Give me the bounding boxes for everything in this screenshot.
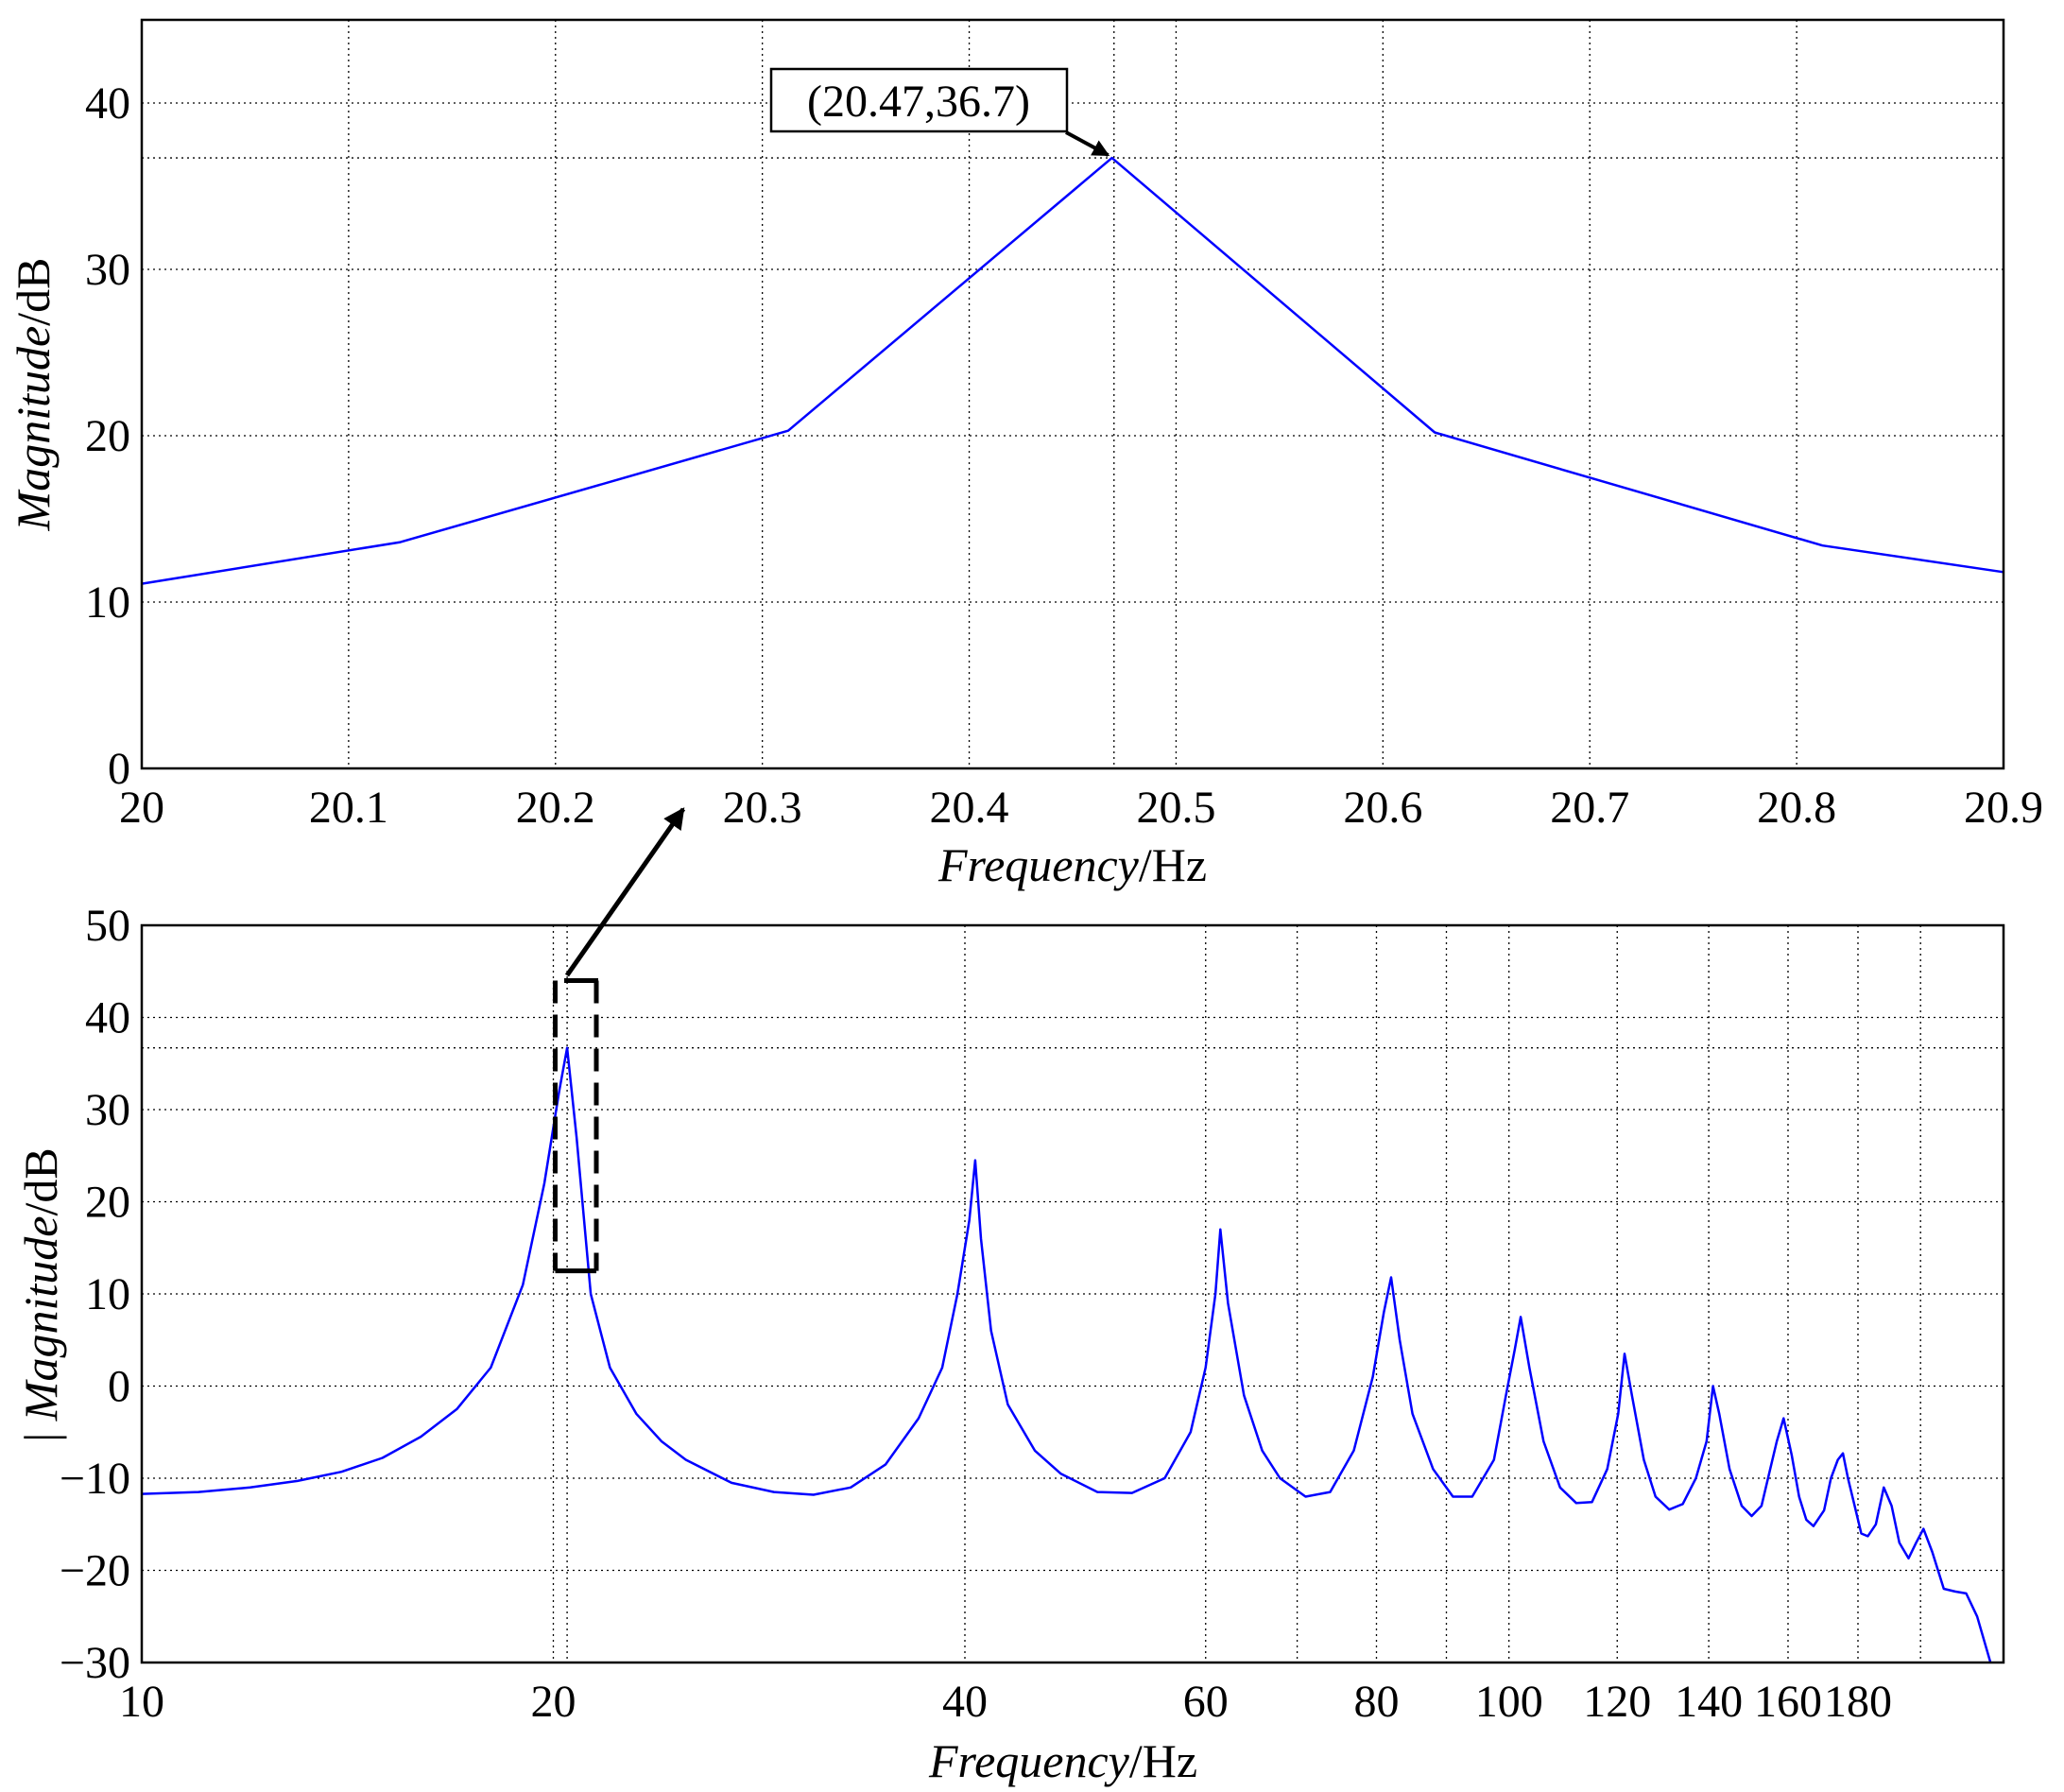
bottom-axes-box	[140, 923, 2005, 1664]
bottom-y-tick-labels: −30 −20 −10 0 10 20 30 40 50	[60, 901, 130, 1688]
x-tick-label: 20.6	[1343, 783, 1422, 833]
x-tick-label: 40	[942, 1677, 988, 1727]
y-tick-label: 40	[85, 78, 130, 129]
y-tick-label: 10	[85, 1269, 130, 1319]
y-tick-label: 30	[85, 1085, 130, 1135]
y-tick-label: 50	[85, 901, 130, 951]
top-y-tick-labels: 0 10 20 30 40	[85, 78, 130, 794]
x-tick-label: 20.7	[1550, 783, 1629, 833]
x-tick-label: 20	[119, 783, 164, 833]
y-tick-label: −10	[60, 1454, 130, 1504]
x-tick-label: 20	[530, 1677, 576, 1727]
peak-annotation-box	[769, 67, 1069, 133]
bottom-chart: 10 20 40 60 80 100 120 140 160 180 −30 −20 −10 0 10 20…	[14, 901, 2005, 1787]
peak-annotation-text: (20.47,36.7)	[807, 77, 1030, 127]
x-tick-label: 10	[119, 1677, 164, 1727]
x-tick-label: 20.9	[1964, 783, 2043, 833]
bottom-x-axis-label: Frequency/Hz	[928, 1734, 1197, 1787]
x-tick-label: 100	[1475, 1677, 1543, 1727]
x-tick-label: 140	[1675, 1677, 1743, 1727]
y-tick-label: 20	[85, 411, 130, 461]
series-line	[141, 156, 2004, 585]
series-line	[142, 1046, 1993, 1663]
x-tick-label: 20.8	[1757, 783, 1836, 833]
x-tick-label: 20.4	[930, 783, 1009, 833]
y-tick-label: 30	[85, 245, 130, 295]
y-tick-label: −20	[60, 1546, 130, 1596]
y-tick-label: 40	[85, 993, 130, 1043]
zoom-box	[552, 978, 599, 1274]
bottom-x-tick-labels: 10 20 40 60 80 100 120 140 160 180	[119, 1677, 1892, 1727]
peak-annotation-arrow	[1065, 130, 1110, 157]
peak-annotation: (20.47,36.7)	[769, 67, 1110, 157]
zoom-arrow	[564, 807, 686, 977]
x-tick-label: 60	[1183, 1677, 1229, 1727]
x-tick-label: 180	[1824, 1677, 1892, 1727]
x-tick-label: 20.2	[516, 783, 595, 833]
y-tick-label: 10	[85, 577, 130, 628]
x-tick-label: 160	[1754, 1677, 1822, 1727]
top-grid	[142, 20, 2004, 768]
x-tick-label: 20.1	[309, 783, 388, 833]
y-tick-label: −30	[60, 1638, 130, 1688]
x-tick-label: 120	[1583, 1677, 1651, 1727]
y-tick-label: 0	[108, 744, 130, 794]
top-axes-box	[140, 18, 2005, 770]
bottom-y-axis-label: | Magnitude/dB	[14, 1147, 67, 1441]
top-x-axis-label: Frequency/Hz	[937, 838, 1207, 891]
x-tick-label: 20.5	[1136, 783, 1215, 833]
top-chart: 20 20.1 20.2 20.3 20.4 20.5 20.6 20.7 20.8 20.9 0…	[7, 18, 2043, 891]
bottom-grid	[142, 925, 2004, 1663]
bottom-series	[142, 1046, 1993, 1663]
y-tick-label: 0	[108, 1362, 130, 1412]
top-y-axis-label: Magnitude/dB	[7, 258, 60, 532]
top-x-tick-labels: 20 20.1 20.2 20.3 20.4 20.5 20.6 20.7 20.8 20.9	[119, 783, 2043, 833]
x-tick-label: 80	[1353, 1677, 1399, 1727]
top-series	[141, 156, 2004, 585]
x-tick-label: 20.3	[723, 783, 802, 833]
y-tick-label: 20	[85, 1178, 130, 1228]
